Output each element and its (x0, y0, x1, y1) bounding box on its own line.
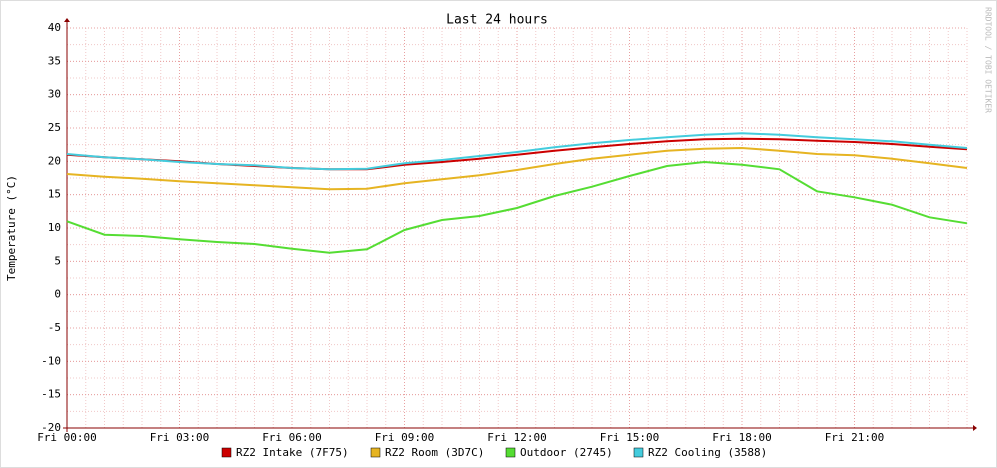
y-tick-label: 5 (54, 254, 61, 267)
y-tick-label: -10 (41, 354, 61, 367)
y-tick-label: 25 (48, 121, 61, 134)
series-line (66, 132, 968, 171)
series-line (66, 146, 968, 191)
x-tick-label: Fri 15:00 (600, 431, 660, 444)
legend-label: RZ2 Room (3D7C) (385, 446, 484, 459)
y-tick-label: 10 (48, 221, 61, 234)
y-tick-label: 35 (48, 54, 61, 67)
chart-title: Last 24 hours (446, 13, 548, 28)
legend-label: Outdoor (2745) (520, 446, 613, 459)
y-tick-label: -20 (41, 421, 61, 434)
legend-swatch (633, 447, 644, 458)
y-tick-label: 0 (54, 288, 61, 301)
x-tick-label: Fri 12:00 (487, 431, 547, 444)
x-tick-label: Fri 21:00 (825, 431, 885, 444)
x-tick-label: Fri 18:00 (712, 431, 772, 444)
y-tick-label: 30 (48, 88, 61, 101)
y-tick-label: -5 (48, 321, 61, 334)
legend-label: RZ2 Cooling (3588) (648, 446, 767, 459)
legend-swatch (370, 447, 381, 458)
y-axis-label: Temperature (°C) (5, 175, 18, 281)
watermark: RRDTOOL / TOBI OETIKER (984, 7, 993, 113)
legend-swatch (221, 447, 232, 458)
x-tick-label: Fri 06:00 (262, 431, 322, 444)
legend-label: RZ2 Intake (7F75) (236, 446, 349, 459)
y-tick-label: -15 (41, 388, 61, 401)
x-tick-label: Fri 09:00 (375, 431, 435, 444)
y-tick-label: 20 (48, 154, 61, 167)
x-tick-label: Fri 03:00 (150, 431, 210, 444)
y-tick-label: 15 (48, 188, 61, 201)
x-tick-label: Fri 00:00 (37, 431, 97, 444)
y-tick-label: 40 (48, 21, 61, 34)
axis-arrow (64, 18, 70, 22)
axis-arrow (973, 425, 977, 431)
legend-swatch (505, 447, 516, 458)
series-line (66, 160, 968, 254)
